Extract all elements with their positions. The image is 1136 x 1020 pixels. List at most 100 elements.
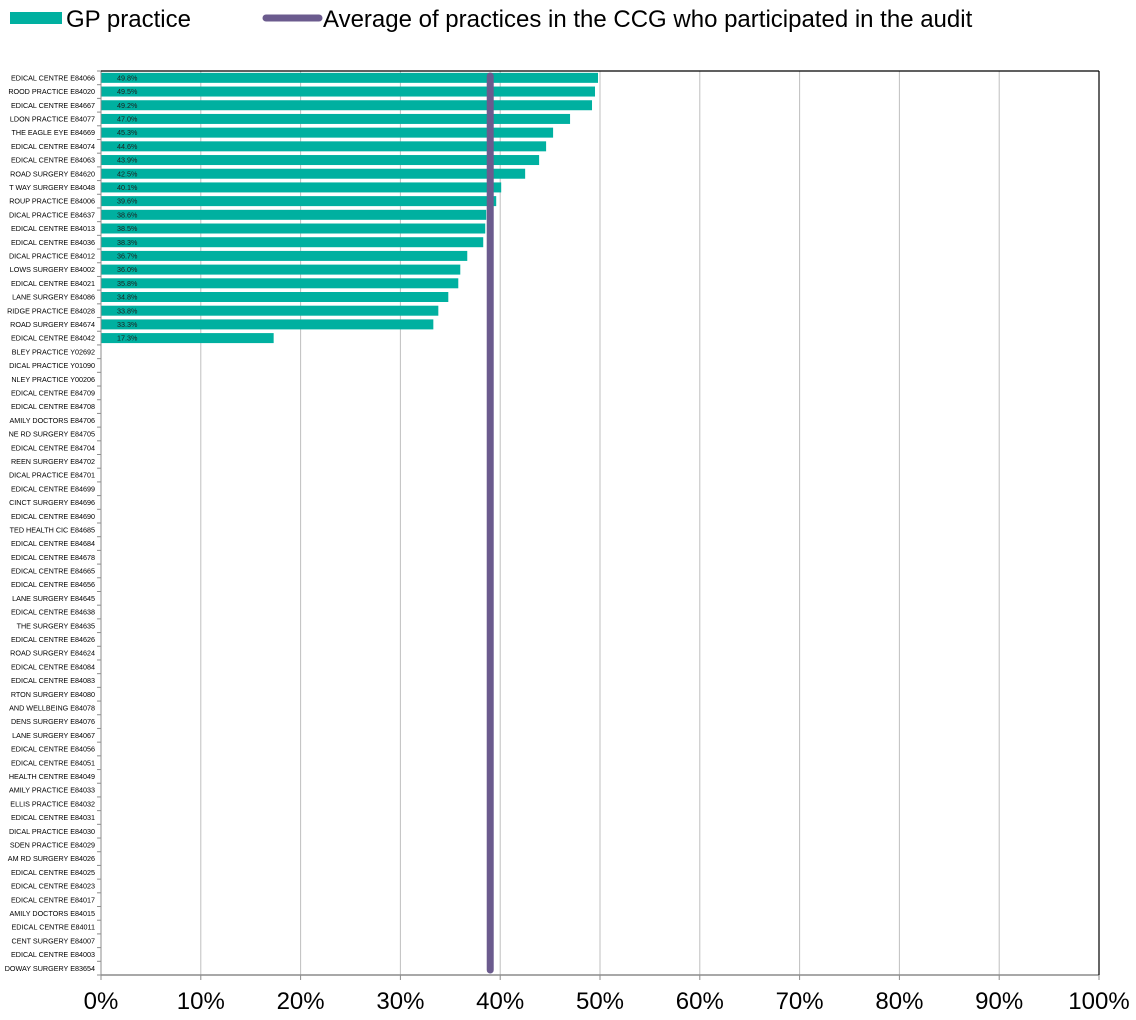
category-label: NLEY PRACTICE Y00206	[11, 375, 95, 384]
category-label: CENT SURGERY E84007	[12, 936, 96, 945]
category-label: AM RD SURGERY E84026	[8, 854, 95, 863]
category-label: EDICAL CENTRE E84025	[11, 868, 95, 877]
bar	[101, 168, 526, 179]
bar	[101, 209, 487, 220]
category-label: EDICAL CENTRE E84042	[11, 334, 95, 343]
category-label: HEALTH CENTRE E84049	[9, 772, 95, 781]
category-label: ROOD PRACTICE E84020	[8, 87, 95, 96]
bar-value-label: 44.6%	[117, 142, 138, 151]
x-tick-labels: 0% 10% 20% 30% 40% 50% 60% 70% 80% 90% 100%	[84, 988, 1130, 1015]
category-label: LANE SURGERY E84067	[12, 731, 95, 740]
category-label: ELLIS PRACTICE E84032	[10, 799, 95, 808]
category-label: ROAD SURGERY E84620	[10, 169, 95, 178]
axes	[97, 70, 1100, 980]
bar	[101, 196, 497, 207]
bar-value-label: 40.1%	[117, 183, 138, 192]
bar-value-label: 35.8%	[117, 279, 138, 288]
category-label: EDICAL CENTRE E84699	[11, 484, 95, 493]
category-label: DICAL PRACTICE E84030	[9, 827, 95, 836]
category-label: EDICAL CENTRE E84003	[11, 950, 95, 959]
bar	[101, 292, 449, 302]
x-tick-label: 90%	[975, 988, 1023, 1015]
legend-label-gp-practice: GP practice	[66, 6, 191, 33]
bar	[101, 141, 547, 152]
bar	[101, 100, 593, 111]
bar	[101, 223, 486, 234]
bar	[101, 333, 274, 344]
category-label: AMILY PRACTICE E84033	[9, 786, 95, 795]
bar-value-label: 39.6%	[117, 197, 138, 206]
bar	[101, 264, 461, 275]
x-tick-label: 20%	[277, 988, 325, 1015]
category-label: EDICAL CENTRE E84021	[11, 279, 95, 288]
bar-value-label: 33.8%	[117, 306, 138, 315]
category-label: EDICAL CENTRE E84051	[11, 758, 95, 767]
bar-value-label: 47.0%	[117, 115, 138, 124]
bar-value-label: 42.5%	[117, 169, 138, 178]
category-label: EDICAL CENTRE E84036	[11, 238, 95, 247]
category-label: EDICAL CENTRE E84708	[11, 402, 95, 411]
category-label: RTON SURGERY E84080	[11, 690, 95, 699]
bar	[101, 278, 459, 289]
bar	[101, 319, 434, 330]
bar-value-label: 49.8%	[117, 73, 138, 82]
bar	[101, 305, 439, 316]
category-label: EDICAL CENTRE E84031	[11, 813, 95, 822]
category-label: EDICAL CENTRE E84709	[11, 388, 95, 397]
bar	[101, 237, 484, 248]
category-label: REEN SURGERY E84702	[11, 457, 95, 466]
category-label: THE SURGERY E84635	[17, 621, 95, 630]
category-label: EDICAL CENTRE E84690	[11, 512, 95, 521]
category-label: AMILY DOCTORS E84015	[10, 909, 96, 918]
bar	[101, 86, 596, 97]
category-label: EDICAL CENTRE E84083	[11, 676, 95, 685]
category-label: DICAL PRACTICE E84637	[9, 210, 95, 219]
category-label: RIDGE PRACTICE E84028	[7, 306, 95, 315]
bars	[101, 72, 599, 344]
category-label: ROUP PRACTICE E84006	[9, 197, 95, 206]
x-tick-label: 10%	[177, 988, 225, 1015]
bar-value-label: 38.5%	[117, 224, 138, 233]
category-label: EDICAL CENTRE E84667	[11, 101, 95, 110]
category-label: LOWS SURGERY E84002	[10, 265, 95, 274]
category-label: LANE SURGERY E84086	[12, 293, 95, 302]
bar-value-label: 49.5%	[117, 87, 138, 96]
category-label: CINCT SURGERY E84696	[9, 498, 95, 507]
x-tick-label: 30%	[376, 988, 424, 1015]
bar-value-label: 34.8%	[117, 293, 138, 302]
bar-value-label: 36.7%	[117, 252, 138, 261]
x-tick-label: 40%	[476, 988, 524, 1015]
category-labels: EDICAL CENTRE E84066 ROOD PRACTICE E84020…	[5, 73, 95, 972]
x-tick-label: 0%	[84, 988, 119, 1015]
category-label: EDICAL CENTRE E84011	[12, 923, 96, 932]
category-label: EDICAL CENTRE E84063	[11, 156, 95, 165]
x-tick-label: 50%	[576, 988, 624, 1015]
category-label: ROAD SURGERY E84674	[10, 320, 95, 329]
bar-value-label: 36.0%	[117, 265, 138, 274]
category-label: EDICAL CENTRE E84656	[11, 580, 95, 589]
bar	[101, 155, 540, 166]
x-tick-label: 100%	[1068, 988, 1129, 1015]
legend-swatch-gp-practice	[10, 12, 62, 24]
category-label: EDICAL CENTRE E84684	[11, 539, 95, 548]
category-label: EDICAL CENTRE E84084	[11, 662, 95, 671]
category-label: AND WELLBEING E84078	[9, 704, 95, 713]
category-label: LDON PRACTICE E84077	[10, 115, 95, 124]
x-tick-label: 60%	[676, 988, 724, 1015]
category-label: EDICAL CENTRE E84017	[11, 895, 95, 904]
category-label: EDICAL CENTRE E84704	[11, 443, 95, 452]
category-label: EDICAL CENTRE E84066	[11, 73, 95, 82]
legend: GP practice Average of practices in the …	[10, 6, 973, 33]
category-label: ROAD SURGERY E84624	[10, 649, 95, 658]
x-tick-label: 70%	[776, 988, 824, 1015]
category-label: DICAL PRACTICE Y01090	[9, 361, 95, 370]
category-label: DOWAY SURGERY E83654	[5, 964, 95, 973]
category-label: THE EAGLE EYE E84669	[12, 128, 96, 137]
bar-value-label: 45.3%	[117, 128, 138, 137]
category-label: EDICAL CENTRE E84678	[11, 553, 95, 562]
category-label: SDEN PRACTICE E84029	[10, 840, 95, 849]
bar	[101, 127, 554, 138]
category-label: LANE SURGERY E84645	[12, 594, 95, 603]
bar-value-label: 38.3%	[117, 238, 138, 247]
